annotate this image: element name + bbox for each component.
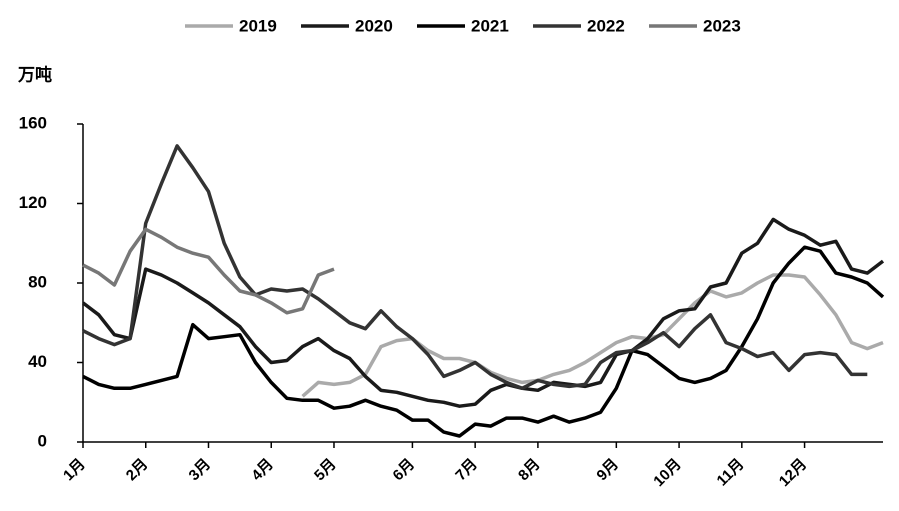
y-axis-label: 万吨: [17, 64, 52, 84]
y-tick-label: 120: [19, 193, 47, 212]
legend-label: 2021: [471, 16, 509, 35]
legend-label: 2023: [703, 16, 741, 35]
legend-label: 2022: [587, 16, 625, 35]
x-tick-label: 10月: [650, 456, 684, 490]
legend-label: 2019: [239, 16, 277, 35]
series-line: [81, 217, 885, 408]
y-tick-label: 160: [19, 113, 47, 132]
y-tick-label: 80: [28, 272, 47, 291]
x-tick-label: 11月: [714, 456, 748, 490]
legend-label: 2020: [355, 16, 393, 35]
x-tick-label: 9月: [593, 456, 622, 485]
x-tick-label: 5月: [311, 456, 340, 485]
x-tick-label: 8月: [515, 456, 544, 485]
x-tick-label: 6月: [390, 456, 419, 485]
y-tick-label: 40: [28, 352, 47, 371]
x-tick-label: 3月: [186, 456, 215, 485]
x-tick-label: 4月: [248, 456, 277, 485]
y-tick-label: 0: [38, 431, 47, 450]
x-tick-label: 2月: [123, 456, 152, 485]
series-line: [82, 227, 335, 315]
series-line: [301, 273, 884, 398]
series-line: [82, 245, 885, 438]
x-tick-label: 12月: [776, 456, 810, 490]
x-tick-label: 1月: [60, 456, 89, 485]
x-tick-label: 7月: [452, 456, 481, 485]
series-line: [82, 144, 868, 391]
